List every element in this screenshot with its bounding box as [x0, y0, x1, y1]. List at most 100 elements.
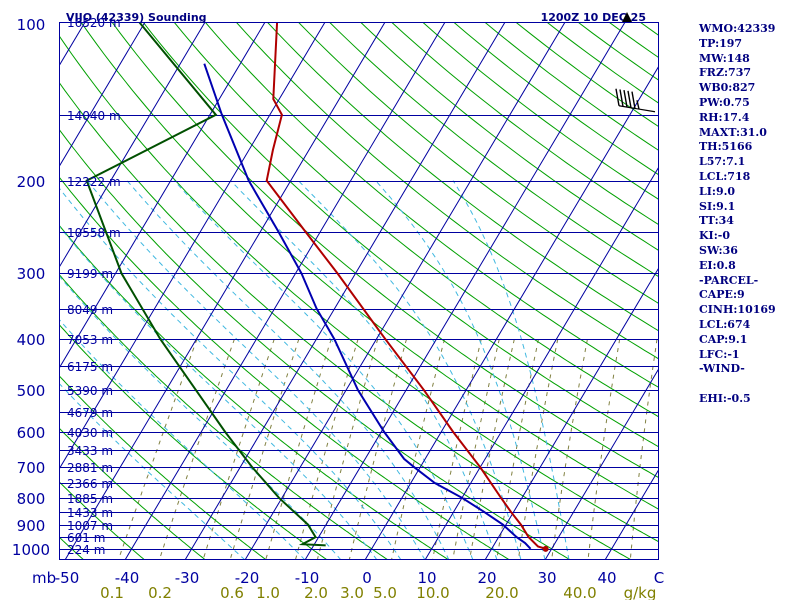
wind-barb-flag [620, 89, 623, 106]
temperature-tick-label: -50 [55, 569, 80, 587]
stat-line: EI:0.8 [699, 259, 736, 274]
stat-line: L57:7.1 [699, 155, 745, 170]
isotherm-line [305, 22, 625, 560]
stat-line: SW:36 [699, 244, 738, 259]
height-label: 2366 m [67, 477, 113, 491]
dry-adiabat-line [764, 22, 800, 560]
isotherm-line [125, 22, 445, 560]
isotherm-line [245, 22, 565, 560]
pressure-label: 100 [17, 16, 46, 34]
temperature-tick-label: 30 [537, 569, 556, 587]
isotherm-line [485, 22, 800, 560]
moist-adiabat-line [127, 181, 449, 560]
dry-adiabat-line [0, 22, 23, 560]
chart-time-label: 1200Z 10 DEC 25 [541, 11, 646, 24]
height-label: 12222 m [67, 175, 121, 189]
temperature-tick-label: -30 [175, 569, 200, 587]
height-label: 14040 m [67, 109, 121, 123]
surface-marker [543, 546, 549, 552]
stat-line: TH:5166 [699, 140, 752, 155]
temperature-tick-label: 40 [597, 569, 616, 587]
height-label: 9199 m [67, 267, 113, 281]
stat-line: EHI:-0.5 [699, 392, 751, 407]
mixing-ratio-label: 10.0 [416, 584, 449, 600]
mixing-ratio-line [317, 339, 377, 560]
dry-adiabat-line [795, 22, 800, 560]
stat-line: -WIND- [699, 362, 745, 377]
dewpoint-profile [204, 64, 530, 549]
height-label: 16520 m [67, 16, 121, 30]
dry-adiabat-line [112, 22, 800, 560]
pressure-label: 400 [17, 331, 46, 349]
mixing-ratio-label: 40.0 [563, 584, 596, 600]
stat-line: LFC:-1 [699, 348, 740, 363]
stat-line: WMO:42339 [699, 22, 775, 37]
mixing-ratio-line [266, 339, 331, 560]
wind-barb [616, 89, 655, 112]
mixing-ratio-label: 0.2 [148, 584, 172, 600]
height-label: 8049 m [67, 303, 113, 317]
wind-barb-half [637, 100, 639, 109]
stat-line: PW:0.75 [699, 96, 750, 111]
stat-line: -PARCEL- [699, 274, 758, 289]
pressure-label: 300 [17, 265, 46, 283]
pressure-label: 600 [17, 424, 46, 442]
height-label: 2881 m [67, 461, 113, 475]
dry-adiabat-line [0, 22, 388, 560]
isotherm-line [0, 22, 25, 560]
stat-line: TT:34 [699, 214, 734, 229]
stat-line: MW:148 [699, 52, 750, 67]
pressure-label: 1000 [12, 541, 50, 559]
pressure-label: 800 [17, 490, 46, 508]
stat-line: FRZ:737 [699, 66, 751, 81]
height-label: 3433 m [67, 444, 113, 458]
moist-adiabat-line [376, 181, 545, 560]
height-label: 1885 m [67, 492, 113, 506]
mixing-ratio-label: 5.0 [373, 584, 397, 600]
stat-line: RH:17.4 [699, 111, 749, 126]
stat-line: LCL:718 [699, 170, 750, 185]
stat-line: KI:-0 [699, 229, 730, 244]
mixing-ratio-line [497, 339, 539, 560]
mixing-ratio-label: 1.0 [256, 584, 280, 600]
height-label: 4030 m [67, 426, 113, 440]
mixing-ratio-line [118, 339, 197, 560]
pressure-label: 700 [17, 459, 46, 477]
mixing-ratio-label: 0.6 [220, 584, 244, 600]
mixing-ratio-line [588, 339, 620, 560]
wind-barb-flag [624, 90, 627, 107]
wind-barb-flag [632, 92, 635, 109]
pressure-label: 500 [17, 382, 46, 400]
height-label: 224 m [67, 543, 105, 557]
wind-barb-flag [628, 91, 631, 108]
dry-adiabat-line [485, 22, 800, 560]
mixing-ratio-label: g/kg [624, 584, 657, 600]
height-label: 5390 m [67, 384, 113, 398]
dry-adiabat-line [0, 22, 327, 560]
dry-adiabat-line [0, 22, 266, 560]
mixing-ratio-label: 2.0 [304, 584, 328, 600]
mixing-ratio-line [295, 339, 358, 560]
isotherm-line [545, 22, 800, 560]
wind-barb-staff [619, 106, 655, 112]
stat-line: WB0:827 [699, 81, 755, 96]
stat-line: TP:197 [699, 37, 742, 52]
height-label: 7053 m [67, 333, 113, 347]
stat-line: CAPE:9 [699, 288, 745, 303]
stat-line: LI:9.0 [699, 185, 735, 200]
stat-line: CAP:9.1 [699, 333, 747, 348]
stat-line: MAXT:31.0 [699, 126, 767, 141]
mixing-ratio-label: 0.1 [100, 584, 124, 600]
isotherm-line [425, 22, 745, 560]
x-axis-label: mb [32, 569, 56, 587]
stat-line: SI:9.1 [699, 200, 735, 215]
height-label: 10558 m [67, 226, 121, 240]
pressure-label: 200 [17, 173, 46, 191]
height-label: 1433 m [67, 506, 113, 520]
stat-line: LCL:674 [699, 318, 750, 333]
isotherm-line [185, 22, 505, 560]
pressure-label: 900 [17, 517, 46, 535]
